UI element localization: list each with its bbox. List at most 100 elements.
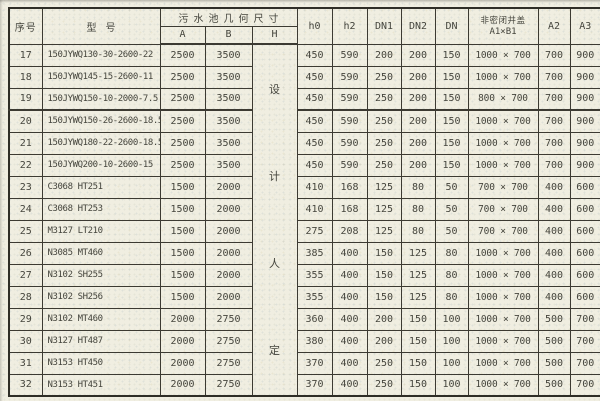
cell-h2: 400 <box>331 329 368 353</box>
cell-serial: 24 <box>8 197 43 221</box>
h-note-char: 定 <box>269 344 280 357</box>
cell-dn2: 150 <box>400 373 436 397</box>
cell-dn1: 200 <box>366 307 402 331</box>
cell-a: 2500 <box>159 153 206 177</box>
cell-serial: 19 <box>8 87 43 111</box>
cell-dn2: 200 <box>400 87 436 111</box>
header-dn: DN <box>434 7 469 45</box>
cell-serial: 18 <box>8 65 43 89</box>
h-note-char: 设 <box>269 83 280 96</box>
cell-h0: 370 <box>296 373 333 397</box>
cell-dn: 80 <box>434 285 469 309</box>
cell-h2: 168 <box>331 175 368 199</box>
cell-dn1: 150 <box>366 241 402 265</box>
cell-dn1: 150 <box>366 263 402 287</box>
cell-h2: 590 <box>331 87 368 111</box>
cell-model: 150JYWQ145-15-2600-11 <box>41 65 161 89</box>
table-row: 20 150JYWQ150-26-2600-18.5 2500 3500 450 590 2… <box>8 109 600 133</box>
cell-h0: 450 <box>296 65 333 89</box>
cell-b: 3500 <box>204 153 253 177</box>
cell-a: 1500 <box>159 241 206 265</box>
cell-a3: 700 <box>569 351 600 375</box>
cell-b: 2000 <box>204 241 253 265</box>
table-row: 17 150JYWQ130-30-2600-22 2500 3500 设计人定 450 59… <box>8 43 600 397</box>
cell-h0: 355 <box>296 285 333 309</box>
table-row: 19 150JYWQ150-10-2000-7.5 2500 3500 450 590 25… <box>8 87 600 111</box>
table-row: 18 150JYWQ145-15-2600-11 2500 3500 450 590 250… <box>8 65 600 89</box>
cell-dn: 150 <box>434 109 469 133</box>
cell-model: N3127 HT487 <box>41 329 161 353</box>
cell-b: 2750 <box>204 329 253 353</box>
cell-h-designer-note: 设计人定 <box>251 43 298 397</box>
cell-h2: 590 <box>331 43 368 67</box>
cell-h2: 400 <box>331 351 368 375</box>
cell-cover: 700 × 700 <box>467 219 539 243</box>
cell-cover: 1000 × 700 <box>467 109 539 133</box>
cell-serial: 20 <box>8 109 43 133</box>
cell-model: 150JYWQ180-22-2600-18.5 <box>41 131 161 155</box>
header-a3: A3 <box>569 7 600 45</box>
cell-dn: 80 <box>434 263 469 287</box>
cell-dn: 50 <box>434 175 469 199</box>
cell-a: 2500 <box>159 109 206 133</box>
cell-h0: 450 <box>296 153 333 177</box>
header-a2: A2 <box>537 7 571 45</box>
table-row: 24 C3068 HT253 1500 2000 410 168 125 80 50 700 × … <box>8 197 600 221</box>
cell-a2: 400 <box>537 219 571 243</box>
cell-h0: 355 <box>296 263 333 287</box>
table-row: 23 C3068 HT251 1500 2000 410 168 125 80 50 700 × … <box>8 175 600 199</box>
cell-a3: 900 <box>569 43 600 67</box>
cell-serial: 29 <box>8 307 43 331</box>
cell-dn: 150 <box>434 87 469 111</box>
cell-h0: 450 <box>296 109 333 133</box>
cell-a: 2000 <box>159 373 206 397</box>
cell-dn: 100 <box>434 351 469 375</box>
cell-h2: 208 <box>331 219 368 243</box>
cell-h0: 370 <box>296 351 333 375</box>
cell-h0: 380 <box>296 329 333 353</box>
cell-dn1: 250 <box>366 131 402 155</box>
cell-h2: 400 <box>331 373 368 397</box>
cell-b: 2000 <box>204 263 253 287</box>
header-col-h: H <box>251 25 298 45</box>
cell-dn: 150 <box>434 43 469 67</box>
cell-dn2: 125 <box>400 285 436 309</box>
cell-cover: 700 × 700 <box>467 175 539 199</box>
cell-a3: 700 <box>569 373 600 397</box>
cell-model: 150JYWQ150-26-2600-18.5 <box>41 109 161 133</box>
cell-a2: 700 <box>537 153 571 177</box>
cell-dn2: 80 <box>400 197 436 221</box>
cell-dn: 50 <box>434 197 469 221</box>
cell-dn1: 250 <box>366 65 402 89</box>
header-pool-dims-group: 污水池几何尺寸 <box>159 7 298 27</box>
cell-a2: 700 <box>537 87 571 111</box>
cell-b: 3500 <box>204 109 253 133</box>
cell-dn1: 125 <box>366 219 402 243</box>
cell-dn2: 80 <box>400 219 436 243</box>
header-h2: h2 <box>331 7 368 45</box>
cell-cover: 1000 × 700 <box>467 65 539 89</box>
cell-model: N3153 HT451 <box>41 373 161 397</box>
cell-model: N3102 SH256 <box>41 285 161 309</box>
header-serial: 序号 <box>8 7 43 45</box>
cell-dn2: 200 <box>400 109 436 133</box>
cell-a: 2000 <box>159 329 206 353</box>
cell-a: 2500 <box>159 43 206 67</box>
cell-a2: 400 <box>537 175 571 199</box>
h-note-char: 人 <box>269 257 280 270</box>
cell-a: 1500 <box>159 175 206 199</box>
cell-cover: 1000 × 700 <box>467 373 539 397</box>
cell-cover: 700 × 700 <box>467 197 539 221</box>
table-row: 32 N3153 HT451 2000 2750 370 400 250 150 100 1000… <box>8 373 600 397</box>
header-dn2: DN2 <box>400 7 436 45</box>
cell-a2: 500 <box>537 373 571 397</box>
cell-a2: 700 <box>537 109 571 133</box>
cell-model: C3068 HT253 <box>41 197 161 221</box>
cell-cover: 1000 × 700 <box>467 241 539 265</box>
cell-serial: 31 <box>8 351 43 375</box>
cell-a2: 700 <box>537 65 571 89</box>
cell-dn1: 250 <box>366 373 402 397</box>
pump-spec-table: 序号 型号 污水池几何尺寸 h0 h2 DN1 DN2 DN 非密闭井盖 A1×… <box>8 7 600 397</box>
cell-b: 3500 <box>204 43 253 67</box>
cell-h0: 410 <box>296 197 333 221</box>
